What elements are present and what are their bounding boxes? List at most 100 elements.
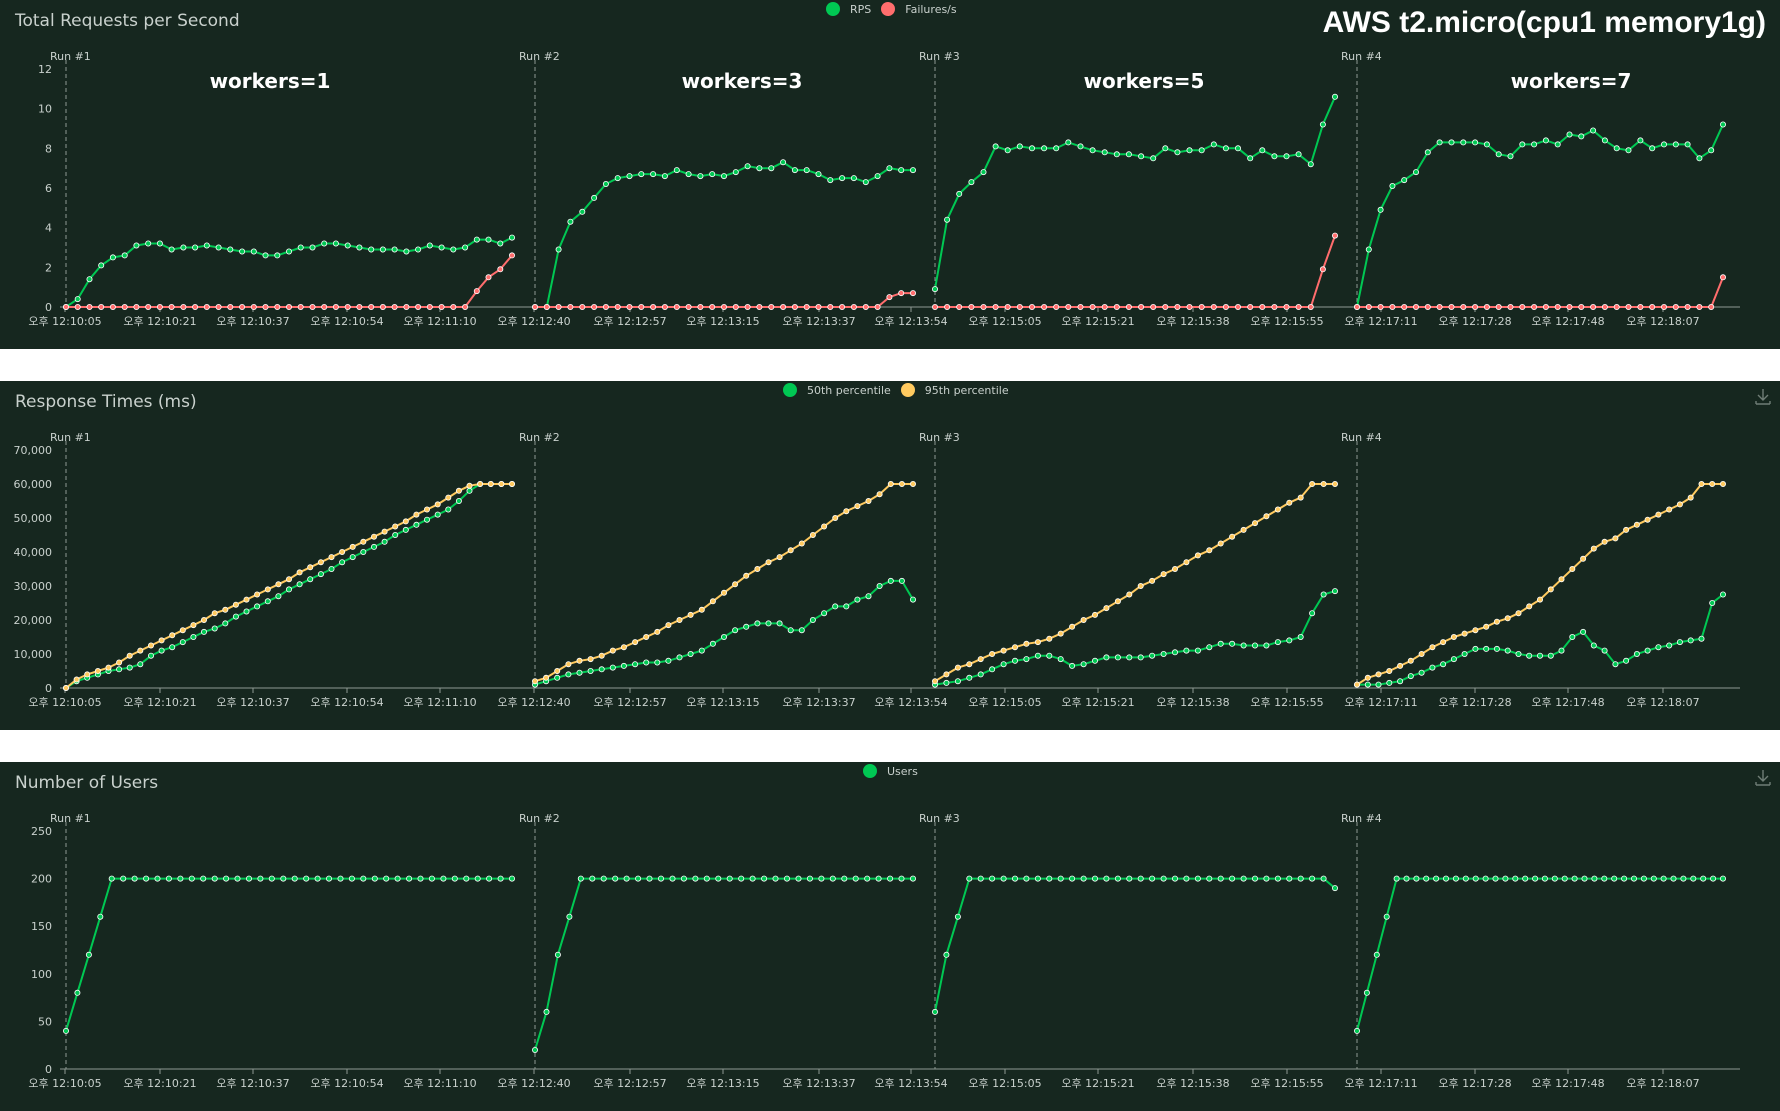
data-point bbox=[1069, 623, 1076, 630]
data-point bbox=[1046, 635, 1053, 642]
data-point bbox=[798, 627, 805, 634]
data-point bbox=[685, 171, 692, 178]
data-point bbox=[765, 620, 772, 627]
data-point bbox=[486, 875, 493, 882]
data-point bbox=[1531, 141, 1538, 148]
legend-item[interactable]: Users bbox=[863, 764, 918, 778]
data-point bbox=[1661, 303, 1668, 310]
data-point bbox=[543, 1008, 550, 1015]
data-point bbox=[1012, 875, 1019, 882]
data-point bbox=[910, 167, 917, 174]
data-point bbox=[1684, 141, 1691, 148]
data-point bbox=[744, 303, 751, 310]
data-point bbox=[1125, 303, 1132, 310]
data-point bbox=[715, 875, 722, 882]
data-point bbox=[665, 622, 672, 629]
data-point bbox=[1644, 516, 1651, 523]
chart-legend[interactable]: 50th percentile 95th percentile bbox=[783, 383, 1019, 397]
data-point bbox=[1012, 657, 1019, 664]
download-icon[interactable] bbox=[1754, 768, 1772, 788]
x-tick-label: 오후 12:13:54 bbox=[874, 696, 947, 709]
data-point bbox=[697, 173, 704, 180]
legend-item[interactable]: Failures/s bbox=[881, 2, 957, 16]
data-point bbox=[623, 875, 630, 882]
data-point bbox=[1309, 610, 1316, 617]
data-point bbox=[1591, 875, 1598, 882]
x-tick-label: 오후 12:12:40 bbox=[497, 1077, 570, 1090]
data-point bbox=[1389, 182, 1396, 189]
data-point bbox=[743, 623, 750, 630]
data-point bbox=[1483, 303, 1490, 310]
data-point bbox=[698, 647, 705, 654]
data-point bbox=[1004, 303, 1011, 310]
data-point bbox=[532, 303, 539, 310]
data-point bbox=[943, 671, 950, 678]
data-point bbox=[1034, 875, 1041, 882]
data-point bbox=[1580, 628, 1587, 635]
data-point bbox=[158, 637, 165, 644]
data-point bbox=[738, 875, 745, 882]
chart-legend[interactable]: Users bbox=[863, 764, 928, 778]
download-icon[interactable] bbox=[1754, 387, 1772, 407]
data-point bbox=[1649, 303, 1656, 310]
data-point bbox=[1519, 141, 1526, 148]
series-line-95th-percentile bbox=[65, 483, 512, 689]
data-point bbox=[1186, 303, 1193, 310]
x-tick-label: 오후 12:12:40 bbox=[497, 315, 570, 328]
data-point bbox=[145, 240, 152, 247]
data-point bbox=[1172, 875, 1179, 882]
data-point bbox=[1194, 647, 1201, 654]
legend-label: Failures/s bbox=[905, 2, 957, 16]
legend-item[interactable]: RPS bbox=[826, 2, 871, 16]
data-point bbox=[1210, 141, 1217, 148]
data-point bbox=[626, 173, 633, 180]
chart-legend[interactable]: RPS Failures/s bbox=[826, 2, 967, 16]
data-point bbox=[685, 303, 692, 310]
run-label: Run #1 bbox=[50, 50, 91, 63]
legend-item[interactable]: 95th percentile bbox=[900, 383, 1009, 397]
data-point bbox=[1000, 661, 1007, 668]
data-point bbox=[809, 531, 816, 538]
series-line-rps bbox=[65, 236, 513, 308]
data-point bbox=[864, 875, 871, 882]
data-point bbox=[1423, 875, 1430, 882]
data-point bbox=[1160, 571, 1167, 578]
data-point bbox=[392, 523, 399, 530]
data-point bbox=[1492, 875, 1499, 882]
run-label: Run #3 bbox=[919, 50, 960, 63]
data-point bbox=[1194, 875, 1201, 882]
legend-item[interactable]: 50th percentile bbox=[783, 383, 891, 397]
data-point bbox=[1687, 637, 1694, 644]
data-point bbox=[426, 303, 433, 310]
data-point bbox=[673, 167, 680, 174]
data-point bbox=[854, 596, 861, 603]
data-point bbox=[587, 656, 594, 663]
data-point bbox=[1512, 875, 1519, 882]
data-point bbox=[296, 581, 303, 588]
data-point bbox=[852, 875, 859, 882]
series-line-failures-s bbox=[1357, 276, 1724, 308]
data-point bbox=[1092, 611, 1099, 618]
data-point bbox=[63, 303, 70, 310]
data-point bbox=[321, 240, 328, 247]
data-point bbox=[257, 875, 264, 882]
data-point bbox=[143, 875, 150, 882]
data-point bbox=[1247, 303, 1254, 310]
legend-dot bbox=[863, 764, 877, 778]
data-point bbox=[1210, 303, 1217, 310]
data-point bbox=[1672, 303, 1679, 310]
data-point bbox=[463, 875, 470, 882]
data-point bbox=[1547, 652, 1554, 659]
data-point bbox=[576, 669, 583, 676]
data-point bbox=[1452, 875, 1459, 882]
data-point bbox=[1386, 667, 1393, 674]
data-point bbox=[1613, 145, 1620, 152]
data-point bbox=[532, 678, 539, 685]
run-label: Run #2 bbox=[519, 431, 560, 444]
data-point bbox=[658, 875, 665, 882]
y-tick-label: 40,000 bbox=[14, 546, 53, 559]
data-point bbox=[126, 664, 133, 671]
data-point bbox=[932, 678, 939, 685]
data-point bbox=[168, 303, 175, 310]
data-point bbox=[898, 875, 905, 882]
